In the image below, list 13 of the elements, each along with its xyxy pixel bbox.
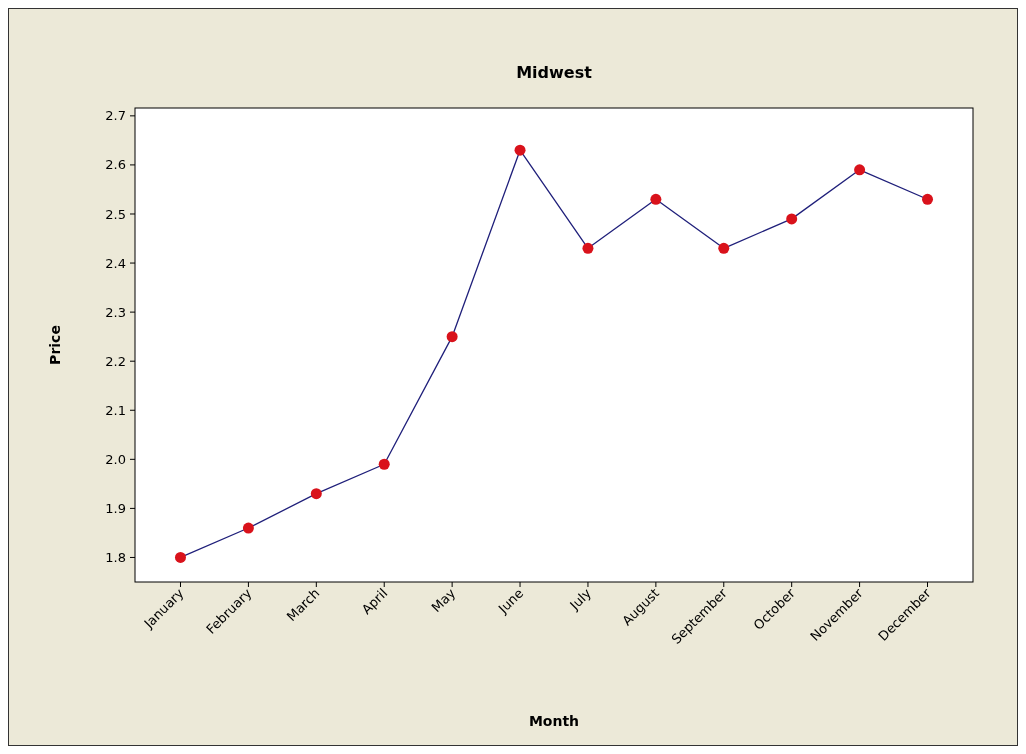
- y-tick-label: 1.9: [105, 500, 126, 516]
- y-tick-label: 2.0: [105, 451, 126, 467]
- y-tick-label: 2.2: [105, 353, 126, 369]
- y-tick-label: 2.7: [105, 108, 126, 124]
- chart-title: Midwest: [516, 63, 593, 82]
- y-tick-label: 2.3: [105, 304, 126, 320]
- x-axis-title: Month: [528, 713, 580, 729]
- y-axis-title: Price: [47, 325, 63, 365]
- y-tick-label: 2.1: [105, 402, 126, 418]
- y-tick-label: 2.5: [105, 206, 126, 222]
- y-tick-label: 1.8: [105, 550, 126, 566]
- y-tick-label: 2.4: [105, 255, 126, 271]
- y-tick-label: 2.6: [105, 157, 126, 173]
